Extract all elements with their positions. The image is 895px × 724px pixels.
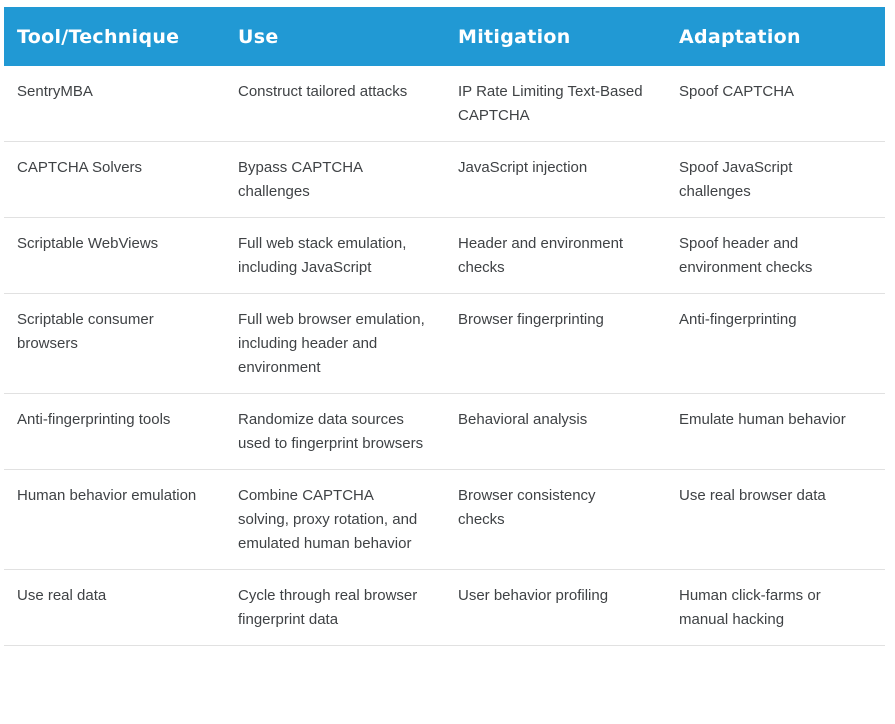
cell-adaptation: Use real browser data: [666, 469, 885, 570]
cell-mitigation: Browser consistency checks: [445, 469, 666, 570]
column-header-adaptation: Adaptation: [666, 7, 885, 66]
cell-adaptation: Anti-fingerprinting: [666, 293, 885, 394]
cell-use: Full web browser emulation, including he…: [225, 293, 445, 394]
cell-adaptation: Emulate human behavior: [666, 393, 885, 470]
cell-tool: Use real data: [4, 569, 225, 646]
cell-adaptation: Human click-farms or manual hacking: [666, 569, 885, 646]
cell-use: Full web stack emulation, including Java…: [225, 217, 445, 294]
cell-mitigation: Browser fingerprinting: [445, 293, 666, 394]
table-row: CAPTCHA Solvers Bypass CAPTCHA challenge…: [4, 141, 885, 218]
header-row: Tool/Technique Use Mitigation Adaptation: [4, 7, 885, 66]
column-header-mitigation: Mitigation: [445, 7, 666, 66]
cell-adaptation: Spoof JavaScript challenges: [666, 141, 885, 218]
cell-mitigation: IP Rate Limiting Text-Based CAPTCHA: [445, 66, 666, 142]
cell-tool: Human behavior emulation: [4, 469, 225, 570]
cell-use: Randomize data sources used to fingerpri…: [225, 393, 445, 470]
cell-tool: Scriptable WebViews: [4, 217, 225, 294]
table-row: SentryMBA Construct tailored attacks IP …: [4, 66, 885, 142]
tools-table: Tool/Technique Use Mitigation Adaptation…: [4, 7, 885, 646]
table-row: Human behavior emulation Combine CAPTCHA…: [4, 469, 885, 570]
cell-use: Bypass CAPTCHA challenges: [225, 141, 445, 218]
cell-mitigation: JavaScript injection: [445, 141, 666, 218]
cell-mitigation: User behavior profiling: [445, 569, 666, 646]
cell-use: Cycle through real browser fingerprint d…: [225, 569, 445, 646]
cell-use: Construct tailored attacks: [225, 66, 445, 142]
cell-tool: Scriptable consumer browsers: [4, 293, 225, 394]
cell-mitigation: Header and environment checks: [445, 217, 666, 294]
cell-tool: CAPTCHA Solvers: [4, 141, 225, 218]
cell-mitigation: Behavioral analysis: [445, 393, 666, 470]
table-row: Scriptable WebViews Full web stack emula…: [4, 217, 885, 294]
cell-adaptation: Spoof CAPTCHA: [666, 66, 885, 142]
table-container: Tool/Technique Use Mitigation Adaptation…: [4, 7, 885, 646]
cell-tool: Anti-fingerprinting tools: [4, 393, 225, 470]
cell-adaptation: Spoof header and environment checks: [666, 217, 885, 294]
table-row: Scriptable consumer browsers Full web br…: [4, 293, 885, 394]
table-body: SentryMBA Construct tailored attacks IP …: [4, 66, 885, 646]
table-header: Tool/Technique Use Mitigation Adaptation: [4, 7, 885, 66]
cell-tool: SentryMBA: [4, 66, 225, 142]
table-row: Use real data Cycle through real browser…: [4, 569, 885, 646]
table-row: Anti-fingerprinting tools Randomize data…: [4, 393, 885, 470]
column-header-tool-technique: Tool/Technique: [4, 7, 225, 66]
column-header-use: Use: [225, 7, 445, 66]
cell-use: Combine CAPTCHA solving, proxy rotation,…: [225, 469, 445, 570]
